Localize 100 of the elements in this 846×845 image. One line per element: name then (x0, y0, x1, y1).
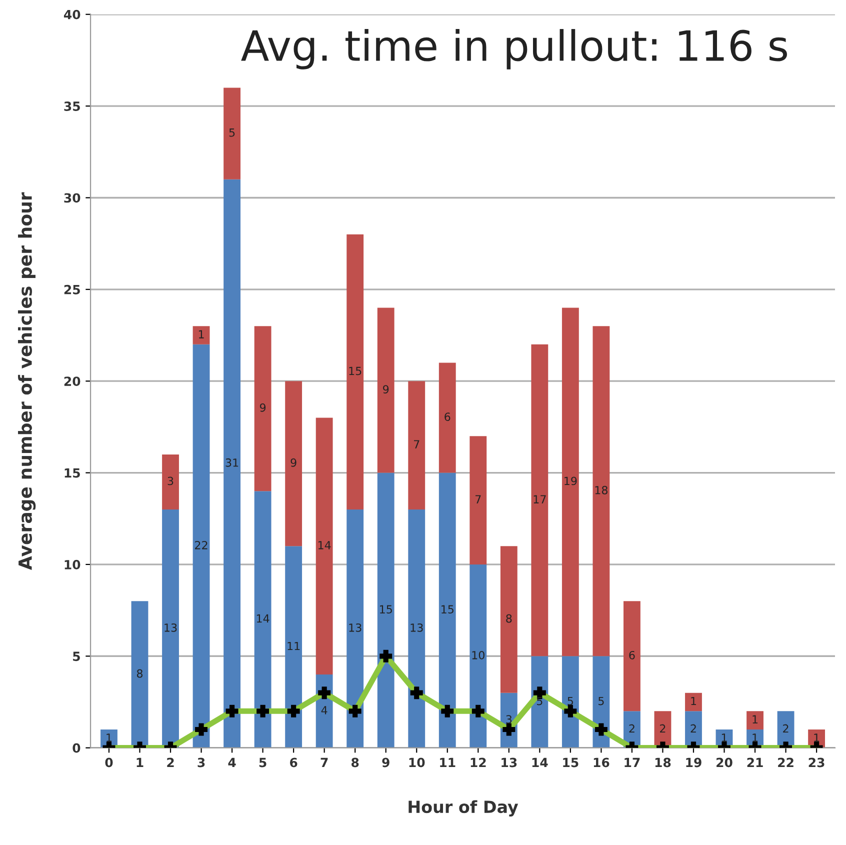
data-label: 31 (226, 458, 238, 467)
x-tick-label: 9 (382, 758, 390, 768)
x-tick-label: 23 (808, 758, 824, 768)
x-tick-label: 22 (778, 758, 794, 768)
x-tick-label: 1 (136, 758, 144, 768)
x-tick-label: 14 (532, 758, 548, 768)
data-label: 9 (383, 385, 389, 394)
y-tick-label: 10 (64, 560, 80, 570)
bar (408, 509, 426, 748)
bar (346, 509, 364, 748)
x-tick-label: 21 (747, 758, 763, 768)
data-label: 14 (256, 614, 270, 623)
bar (192, 344, 210, 748)
data-label: 2 (660, 724, 666, 733)
data-label: 13 (349, 623, 362, 632)
bar (470, 564, 487, 748)
data-label: 1 (722, 734, 727, 742)
y-tick-label: 20 (64, 376, 80, 386)
bar (746, 711, 764, 730)
x-tick-label: 7 (320, 758, 328, 768)
x-tick-label: 0 (105, 758, 113, 768)
data-label: 1 (814, 734, 820, 742)
data-label: 11 (288, 642, 300, 650)
data-label: 1 (752, 734, 758, 742)
data-label: 3 (506, 715, 512, 724)
y-tick-label: 40 (64, 10, 80, 20)
x-tick-label: 19 (686, 758, 702, 768)
data-label: 9 (290, 458, 296, 467)
y-axis-title: Average number of vehicles per hour (18, 192, 36, 570)
bar (500, 546, 518, 693)
data-label: 7 (476, 495, 481, 504)
x-tick-label: 4 (228, 758, 236, 768)
data-label: 6 (629, 650, 635, 660)
data-label: 10 (472, 650, 484, 660)
bar (162, 509, 179, 748)
chart-title: Avg. time in pullout: 116 s (241, 29, 787, 70)
x-tick-label: 11 (440, 758, 456, 768)
x-tick-label: 5 (259, 758, 266, 768)
bar (254, 326, 272, 492)
y-tick-label: 15 (64, 468, 80, 478)
data-label: 5 (598, 696, 604, 706)
data-label: 15 (349, 366, 362, 376)
data-label: 18 (595, 486, 608, 494)
bar (408, 381, 426, 510)
bar (285, 381, 302, 546)
bar (592, 326, 610, 656)
x-tick-label: 2 (167, 758, 174, 768)
y-tick-label: 0 (72, 743, 80, 753)
data-label: 1 (752, 715, 758, 724)
x-tick-label: 15 (563, 758, 578, 768)
data-label: 5 (568, 696, 573, 706)
data-label: 6 (444, 412, 450, 421)
x-tick-label: 12 (470, 758, 486, 768)
data-label: 5 (229, 128, 235, 137)
bar (531, 344, 548, 656)
data-label: 19 (564, 476, 577, 486)
bar (624, 601, 640, 712)
bar (377, 472, 394, 748)
bar (438, 362, 456, 473)
data-label: 8 (506, 614, 512, 623)
bar (162, 454, 179, 510)
x-tick-label: 17 (624, 758, 640, 768)
y-tick-label: 30 (64, 193, 80, 203)
data-label: 5 (536, 696, 542, 706)
x-tick-label: 13 (502, 758, 517, 768)
bar (562, 308, 579, 656)
x-axis-title: Hour of Day (408, 800, 518, 816)
data-label: 15 (442, 605, 454, 614)
data-label: 13 (164, 623, 177, 632)
bar (316, 418, 333, 674)
x-tick-label: 18 (655, 758, 671, 768)
bar (254, 491, 272, 748)
bar (438, 472, 456, 748)
data-label: 1 (691, 696, 696, 706)
data-label: 8 (136, 669, 143, 678)
data-label: 4 (321, 706, 328, 714)
bar (470, 436, 487, 564)
x-tick-label: 10 (409, 758, 425, 768)
bar (377, 308, 394, 473)
y-tick-label: 35 (64, 102, 80, 111)
data-label: 22 (195, 540, 208, 550)
data-label: 3 (168, 476, 174, 486)
data-label: 17 (534, 495, 546, 504)
data-label: 2 (690, 724, 696, 733)
data-label: 7 (414, 440, 420, 448)
x-tick-label: 8 (352, 758, 359, 768)
data-label: 2 (783, 724, 788, 733)
y-tick-label: 25 (64, 284, 80, 294)
bar (346, 234, 364, 510)
x-tick-label: 6 (290, 758, 298, 768)
bar (685, 692, 702, 712)
data-label: 14 (318, 541, 331, 550)
data-label: 9 (260, 403, 266, 412)
bar (224, 88, 240, 180)
x-tick-label: 16 (594, 758, 610, 768)
bar (192, 326, 210, 344)
x-tick-label: 20 (716, 758, 732, 768)
data-label: 13 (410, 623, 423, 632)
y-tick-label: 5 (73, 652, 80, 662)
data-label: 1 (106, 734, 112, 742)
